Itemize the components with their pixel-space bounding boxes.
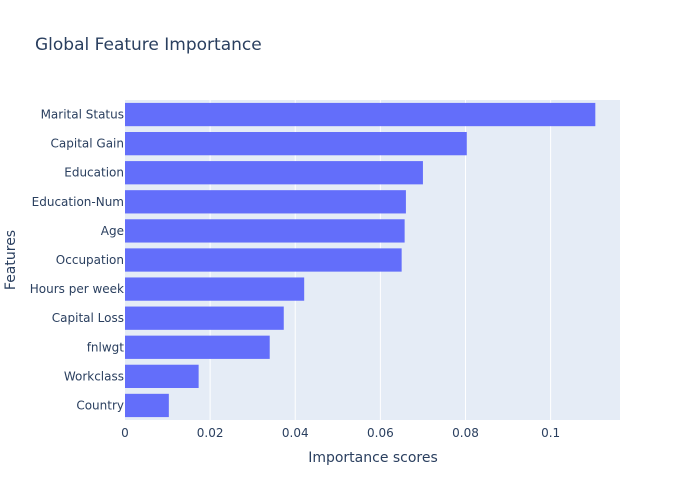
bar[interactable] xyxy=(125,102,596,127)
bar[interactable] xyxy=(125,161,423,185)
y-tick-label: fnlwgt xyxy=(87,340,125,354)
y-tick-label: Capital Gain xyxy=(51,137,124,151)
bar[interactable] xyxy=(125,393,169,418)
bar[interactable] xyxy=(125,364,199,388)
y-tick-label: Hours per week xyxy=(30,282,124,296)
bar[interactable] xyxy=(125,132,467,156)
y-tick-label: Education xyxy=(64,166,124,180)
y-axis-title: Features xyxy=(3,230,19,290)
x-tick-labels: 0 0.02 0.04 0.06 0.08 0.1 xyxy=(121,426,560,440)
x-tick-label: 0.08 xyxy=(452,426,479,440)
x-tick-label: 0.04 xyxy=(282,426,309,440)
bar[interactable] xyxy=(125,335,270,359)
y-tick-label: Capital Loss xyxy=(52,311,124,325)
x-tick-label: 0.06 xyxy=(367,426,394,440)
bar[interactable] xyxy=(125,306,284,330)
bar[interactable] xyxy=(125,219,405,243)
x-tick-label: 0.02 xyxy=(197,426,224,440)
x-tick-label: 0 xyxy=(121,426,129,440)
y-tick-label: Marital Status xyxy=(41,108,124,122)
y-tick-label: Education-Num xyxy=(32,195,124,209)
bars xyxy=(125,102,596,418)
y-tick-label: Age xyxy=(101,224,124,238)
x-axis-title: Importance scores xyxy=(308,450,438,466)
bar[interactable] xyxy=(125,190,406,214)
y-tick-labels: Marital Status Capital Gain Education Educa… xyxy=(30,108,125,413)
y-tick-label: Occupation xyxy=(56,253,124,267)
x-tick-label: 0.1 xyxy=(541,426,560,440)
chart-title: Global Feature Importance xyxy=(35,35,262,55)
y-tick-label: Workclass xyxy=(64,369,124,383)
bar[interactable] xyxy=(125,277,305,301)
bar[interactable] xyxy=(125,248,402,272)
y-tick-label: Country xyxy=(76,398,124,412)
